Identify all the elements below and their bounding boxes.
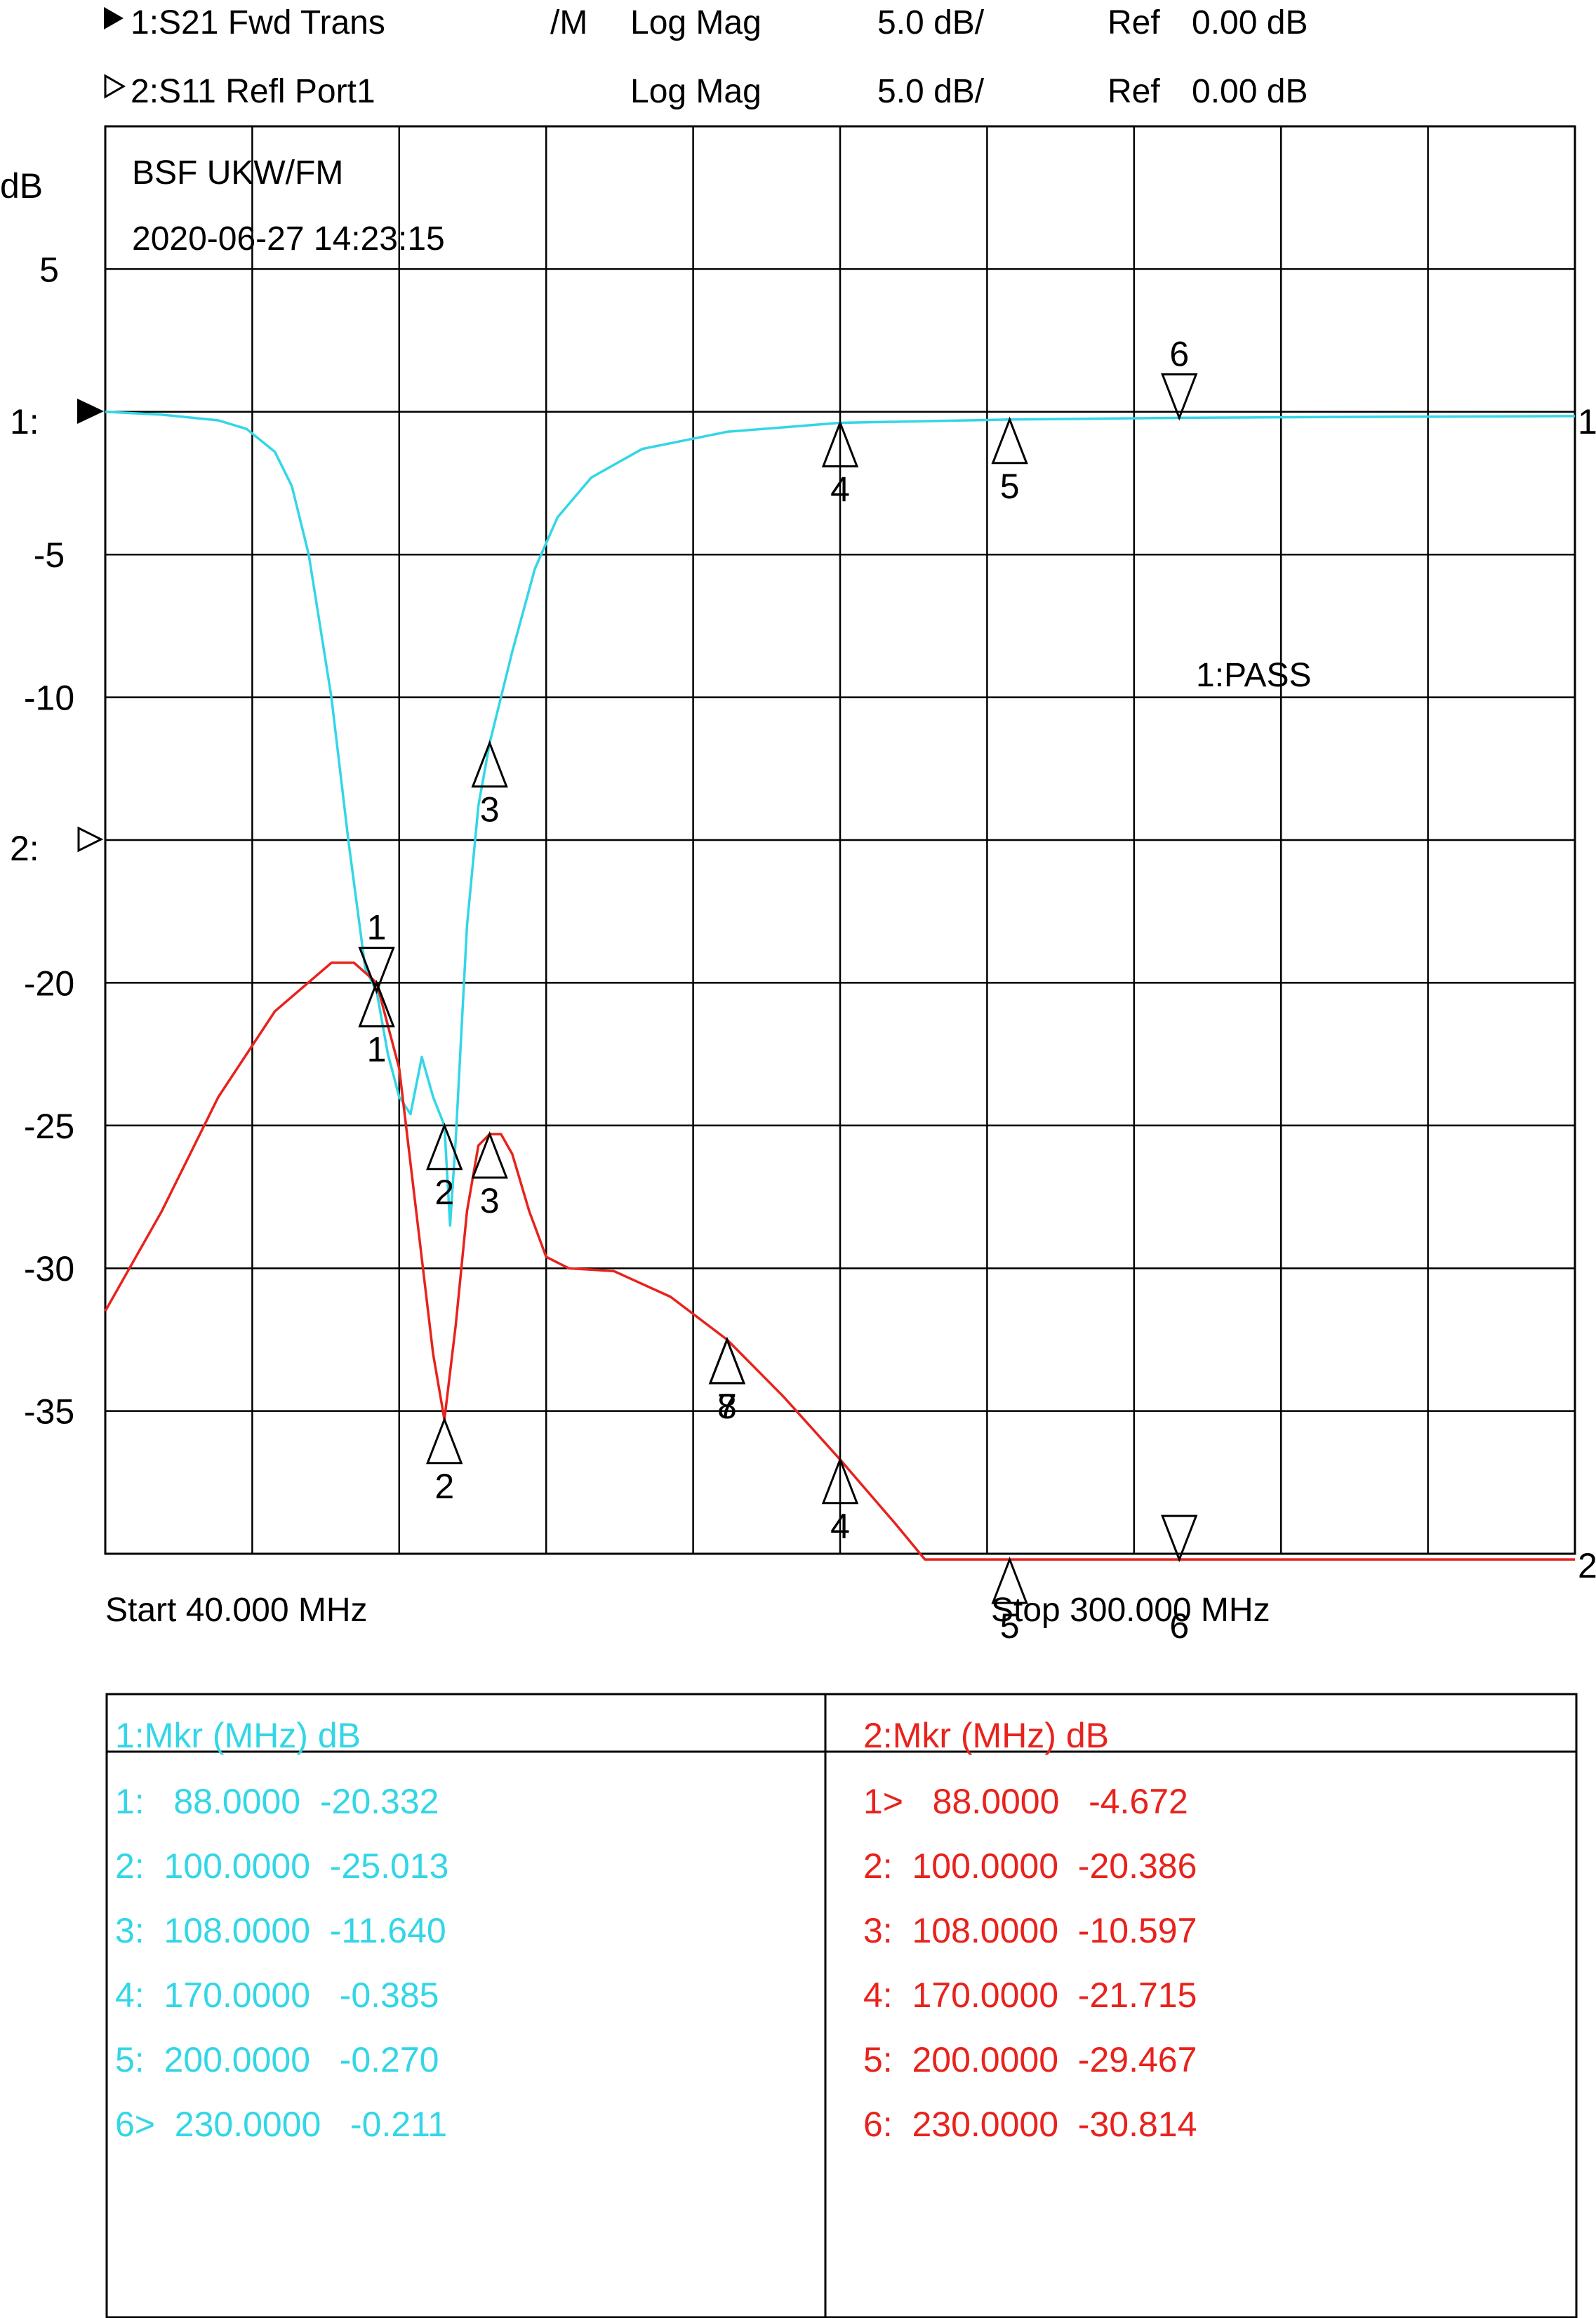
- trace2-marker-icon: [104, 74, 126, 99]
- trace1-marker-3: 3: [471, 740, 508, 830]
- trace1-marker-header: 1:Mkr (MHz) dB: [115, 1716, 361, 1755]
- ref1-pointer-icon: [77, 399, 104, 424]
- marker-row: 2: 100.0000 -20.386: [863, 1846, 1197, 1886]
- marker-row: 2: 100.0000 -25.013: [115, 1846, 448, 1886]
- header-trace1-mem: /M: [550, 4, 587, 41]
- limit-pass-label: 1:PASS: [1196, 657, 1312, 694]
- marker-number: 6: [1169, 1606, 1189, 1646]
- trace1-marker-5: 5: [991, 416, 1028, 506]
- trace-2-line: [104, 961, 1575, 1561]
- header-trace1: 1:S21 Fwd Trans: [131, 4, 385, 41]
- trace2-marker-3: 3: [471, 1131, 508, 1220]
- plot-grid: [104, 125, 1576, 1555]
- marker-row: 3: 108.0000 -11.640: [115, 1911, 446, 1950]
- trace2-marker-8: 8: [708, 1336, 746, 1426]
- marker-table-frame: [105, 1693, 1578, 2318]
- marker-row: 6: 230.0000 -30.814: [863, 2105, 1197, 2144]
- marker-number: 6: [1169, 334, 1189, 373]
- right-ref2-label: 2: [1578, 1546, 1596, 1585]
- marker-number: 8: [717, 1387, 737, 1426]
- header-trace1-format: Log Mag: [630, 4, 762, 41]
- marker-triangle-icon: [426, 1416, 463, 1465]
- timestamp: 2020-06-27 14:23:15: [132, 220, 445, 258]
- marker-triangle-icon: [471, 1131, 508, 1179]
- y-tick-labels: 5 -5 -10 -20 -25 -30 -35: [24, 250, 74, 1431]
- y-tick-label: 5: [39, 250, 59, 289]
- marker-triangle-icon: [708, 1336, 746, 1385]
- marker-row: 4: 170.0000 -0.385: [115, 1976, 439, 2015]
- trace2-marker-header: 2:Mkr (MHz) dB: [863, 1716, 1109, 1755]
- marker-number: 2: [434, 1173, 454, 1212]
- marker-number: 4: [830, 1507, 850, 1546]
- trace2-marker-4: 4: [821, 1456, 859, 1546]
- header-trace2-ref-label: Ref: [1108, 73, 1160, 110]
- marker-number: 4: [830, 469, 850, 509]
- trace2-marker-rows: 1> 88.0000 -4.672 2: 100.0000 -20.386 3: 1…: [863, 1782, 1197, 2144]
- marker-number: 5: [1000, 1606, 1020, 1646]
- y-tick-label: -10: [24, 679, 74, 718]
- start-frequency: Start 40.000 MHz: [105, 1592, 368, 1629]
- marker-number: 3: [480, 790, 500, 830]
- marker-triangle-icon: [358, 980, 395, 1027]
- header-trace2-format: Log Mag: [630, 73, 762, 110]
- chart-title: BSF UKW/FM: [132, 154, 343, 192]
- marker-triangle-icon: [991, 416, 1028, 465]
- y-tick-label: -20: [24, 964, 74, 1003]
- trace2-marker-2: 2: [426, 1416, 463, 1506]
- trace1-marker-1: 1: [358, 908, 395, 994]
- header-trace1-ref-value: 0.00 dB: [1192, 4, 1308, 41]
- marker-number: 1: [367, 908, 387, 947]
- marker-row: 6> 230.0000 -0.211: [115, 2105, 447, 2144]
- marker-row: 1: 88.0000 -20.332: [115, 1782, 439, 1821]
- y-tick-label: -5: [34, 535, 65, 575]
- marker-triangle-icon: [1161, 373, 1198, 421]
- y-unit-label: dB: [0, 166, 43, 206]
- trace2-marker-1: 1: [358, 980, 395, 1069]
- marker-number: 3: [480, 1181, 500, 1220]
- marker-row: 5: 200.0000 -29.467: [863, 2040, 1197, 2079]
- marker-triangle-icon: [1161, 1514, 1198, 1563]
- trace2-marker-5: 5: [991, 1556, 1028, 1646]
- marker-row: 1> 88.0000 -4.672: [863, 1782, 1188, 1821]
- stop-frequency: Stop 300.000 MHz: [991, 1592, 1270, 1629]
- trace2-marker-6: 6: [1161, 1514, 1198, 1646]
- marker-triangle-icon: [471, 740, 508, 788]
- marker-triangle-icon: [991, 1556, 1028, 1604]
- header-trace2-scale: 5.0 dB/: [877, 73, 985, 110]
- trace1-marker-2: 2: [426, 1122, 463, 1212]
- y-tick-label: -35: [24, 1392, 74, 1432]
- ref2-pointer-icon: [77, 826, 104, 853]
- trace1-marker-6: 6: [1161, 334, 1198, 421]
- marker-number: 1: [367, 1030, 387, 1069]
- marker-row: 3: 108.0000 -10.597: [863, 1911, 1197, 1950]
- header-trace2: 2:S11 Refl Port1: [131, 73, 375, 110]
- header-trace1-ref-label: Ref: [1108, 4, 1160, 41]
- marker-triangle-icon: [358, 947, 395, 994]
- marker-number: 2: [434, 1467, 454, 1506]
- marker-table: 1:Mkr (MHz) dB 2:Mkr (MHz) dB 1: 88.0000…: [105, 1693, 1578, 2318]
- trace1-marker-4: 4: [821, 420, 859, 509]
- right-ref1-label: 1: [1578, 402, 1596, 441]
- header-trace1-scale: 5.0 dB/: [877, 4, 985, 41]
- y-tick-label: -25: [24, 1107, 74, 1146]
- marker-triangle-icon: [821, 420, 859, 467]
- ref2-label: 2:: [10, 829, 39, 868]
- marker-row: 5: 200.0000 -0.270: [115, 2040, 439, 2079]
- ref1-label: 1:: [10, 402, 39, 441]
- header: 1:S21 Fwd Trans /M Log Mag 5.0 dB/ Ref 0…: [104, 4, 1308, 110]
- trace1-active-marker-icon: [104, 7, 124, 29]
- marker-number: 5: [1000, 467, 1020, 506]
- y-tick-label: -30: [24, 1249, 74, 1288]
- marker-triangle-icon: [821, 1456, 859, 1505]
- marker-triangle-icon: [426, 1122, 463, 1171]
- marker-triangle-icon: [708, 1336, 746, 1385]
- trace1-marker-rows: 1: 88.0000 -20.332 2: 100.0000 -25.013 3: …: [115, 1782, 448, 2144]
- marker-row: 4: 170.0000 -21.715: [863, 1976, 1197, 2015]
- header-trace2-ref-value: 0.00 dB: [1192, 73, 1308, 110]
- marker-number: 7: [717, 1387, 737, 1426]
